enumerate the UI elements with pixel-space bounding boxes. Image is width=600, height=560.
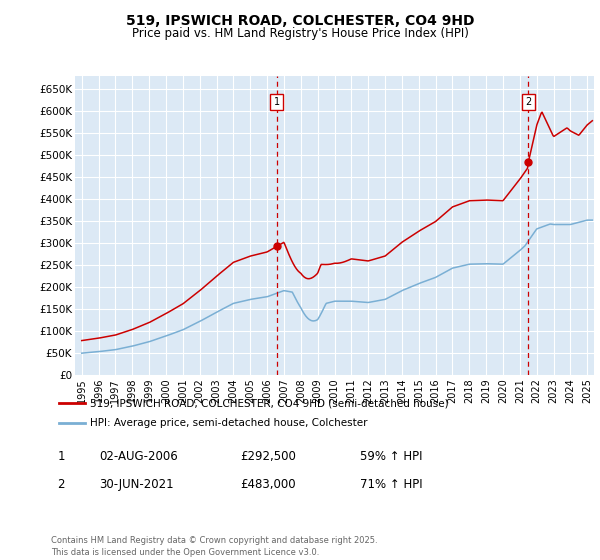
Text: £483,000: £483,000 bbox=[240, 478, 296, 491]
Text: 1: 1 bbox=[274, 97, 280, 107]
Text: 02-AUG-2006: 02-AUG-2006 bbox=[99, 450, 178, 463]
Text: 71% ↑ HPI: 71% ↑ HPI bbox=[360, 478, 422, 491]
Text: 2: 2 bbox=[58, 478, 65, 492]
Text: HPI: Average price, semi-detached house, Colchester: HPI: Average price, semi-detached house,… bbox=[90, 418, 367, 428]
Text: 1: 1 bbox=[58, 450, 65, 464]
Text: £292,500: £292,500 bbox=[240, 450, 296, 463]
Text: 519, IPSWICH ROAD, COLCHESTER, CO4 9HD (semi-detached house): 519, IPSWICH ROAD, COLCHESTER, CO4 9HD (… bbox=[90, 398, 449, 408]
Text: 2: 2 bbox=[525, 97, 532, 107]
Text: 519, IPSWICH ROAD, COLCHESTER, CO4 9HD: 519, IPSWICH ROAD, COLCHESTER, CO4 9HD bbox=[126, 14, 474, 28]
Text: Price paid vs. HM Land Registry's House Price Index (HPI): Price paid vs. HM Land Registry's House … bbox=[131, 27, 469, 40]
Text: Contains HM Land Registry data © Crown copyright and database right 2025.
This d: Contains HM Land Registry data © Crown c… bbox=[51, 536, 377, 557]
Text: 30-JUN-2021: 30-JUN-2021 bbox=[99, 478, 173, 491]
Text: 59% ↑ HPI: 59% ↑ HPI bbox=[360, 450, 422, 463]
